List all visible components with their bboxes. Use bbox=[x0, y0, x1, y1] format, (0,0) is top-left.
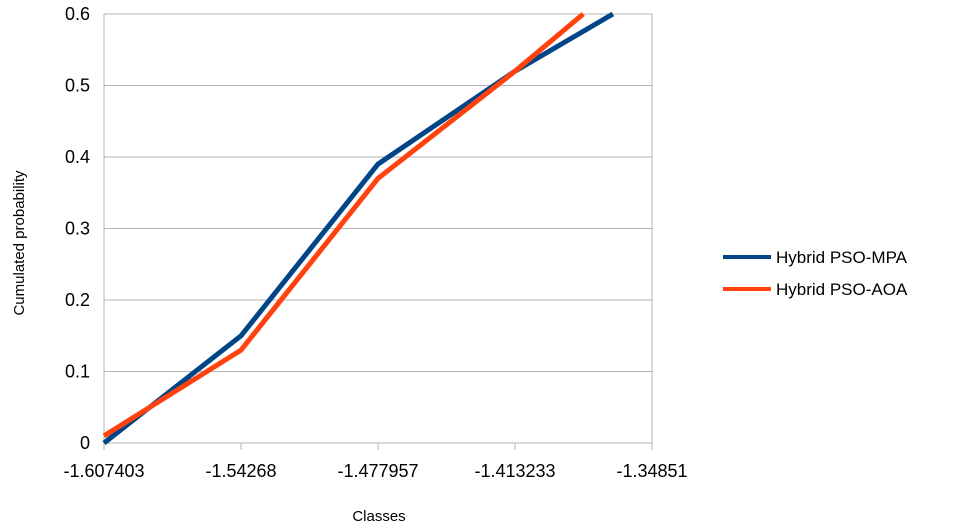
y-tick-label: 0.4 bbox=[65, 147, 90, 167]
x-axis-title: Classes bbox=[352, 508, 405, 525]
y-tick-label: 0.2 bbox=[65, 290, 90, 310]
axes bbox=[103, 14, 653, 450]
legend-label-pso-aoa: Hybrid PSO-AOA bbox=[776, 280, 908, 299]
x-tick-label: -1.413233 bbox=[474, 461, 555, 481]
y-tick-label: 0 bbox=[80, 433, 90, 453]
x-tick-label: -1.54268 bbox=[205, 461, 276, 481]
x-tick-label: -1.477957 bbox=[337, 461, 418, 481]
y-tick-label: 0.3 bbox=[65, 219, 90, 239]
x-tick-label: -1.34851 bbox=[616, 461, 687, 481]
x-tick-label: -1.607403 bbox=[63, 461, 144, 481]
tick-labels: 0 0.1 0.2 0.3 0.4 0.5 0.6 -1.607403 -1.54268 -1.4… bbox=[63, 4, 687, 481]
y-tick-label: 0.6 bbox=[65, 4, 90, 24]
series-line-pso-aoa bbox=[102, 12, 585, 439]
y-tick-label: 0.1 bbox=[65, 362, 90, 382]
legend: Hybrid PSO-MPA Hybrid PSO-AOA bbox=[723, 248, 908, 299]
y-tick-label: 0.5 bbox=[65, 76, 90, 96]
y-axis-title: Cumulated probability bbox=[11, 170, 28, 316]
series-lines bbox=[102, 11, 615, 445]
series-line-pso-mpa bbox=[102, 11, 615, 445]
legend-label-pso-mpa: Hybrid PSO-MPA bbox=[776, 248, 908, 267]
